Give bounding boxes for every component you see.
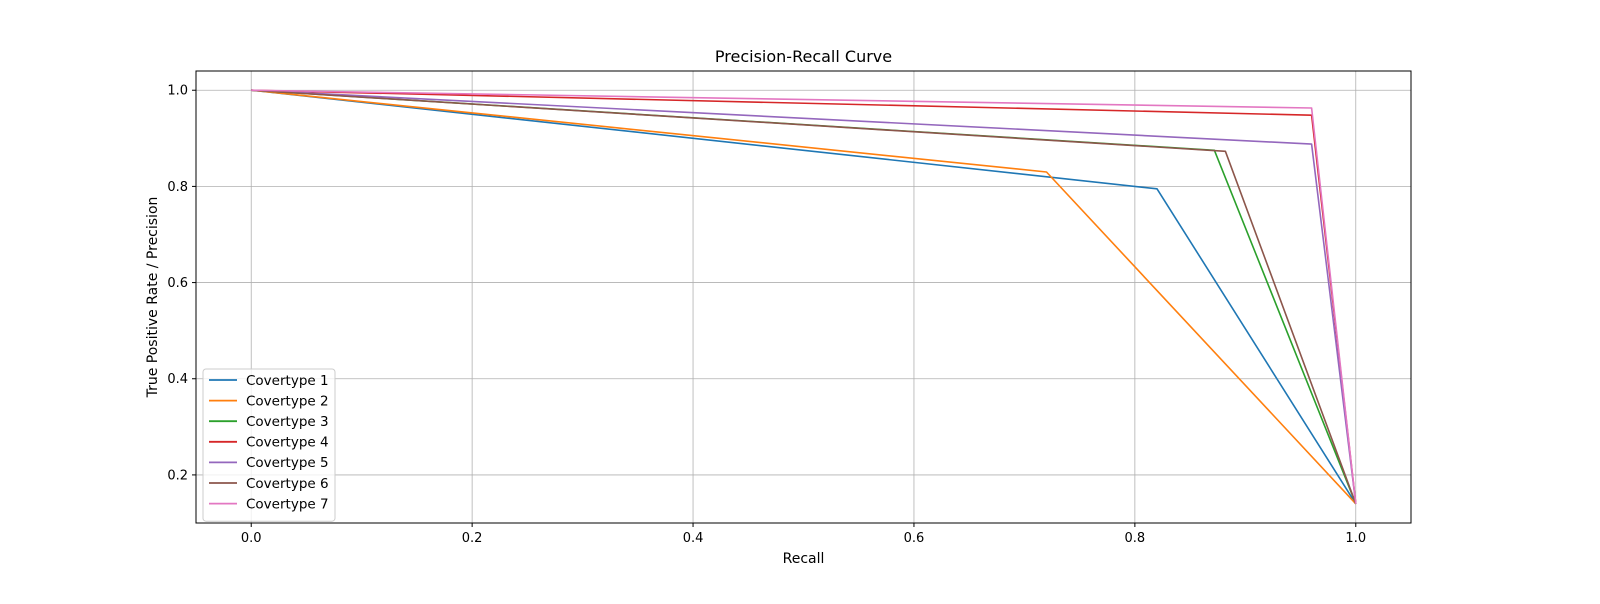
x-tick-label: 1.0 <box>1345 531 1366 546</box>
series-line-3 <box>251 89 1357 505</box>
legend-label-5: Covertype 5 <box>246 455 329 471</box>
series-line-6 <box>251 89 1357 505</box>
x-tick-label: 0.2 <box>462 531 483 546</box>
y-axis-ticks: 0.2 0.4 0.6 0.8 1.0 <box>167 84 196 483</box>
x-tick-label: 0.0 <box>241 531 262 546</box>
legend-label-2: Covertype 2 <box>246 393 329 409</box>
legend-label-7: Covertype 7 <box>246 496 329 512</box>
legend-label-4: Covertype 4 <box>246 435 329 451</box>
grid <box>196 71 1411 523</box>
x-tick-label: 0.8 <box>1125 531 1146 546</box>
y-tick-label: 1.0 <box>167 84 188 99</box>
series-line-1 <box>251 89 1357 505</box>
legend-label-1: Covertype 1 <box>246 373 329 389</box>
chart-title: Precision-Recall Curve <box>715 47 892 66</box>
y-axis-label: True Positive Rate / Precision <box>145 197 161 399</box>
x-tick-label: 0.4 <box>683 531 704 546</box>
y-tick-label: 0.4 <box>167 372 188 387</box>
legend-label-6: Covertype 6 <box>246 476 329 492</box>
legend: Covertype 1 Covertype 2 Covertype 3 Coverty… <box>202 368 336 522</box>
x-axis-ticks: 0.0 0.2 0.4 0.6 0.8 1.0 <box>241 523 1366 546</box>
series-lines <box>251 89 1357 505</box>
series-line-5 <box>251 89 1357 504</box>
series-line-7 <box>251 89 1357 504</box>
series-line-4 <box>251 89 1357 504</box>
legend-label-3: Covertype 3 <box>246 414 329 430</box>
y-tick-label: 0.2 <box>167 468 188 483</box>
y-tick-label: 0.6 <box>167 276 188 291</box>
x-tick-label: 0.6 <box>904 531 925 546</box>
y-tick-label: 0.8 <box>167 180 188 195</box>
plot-frame <box>195 70 1412 524</box>
series-line-2 <box>251 89 1357 505</box>
x-axis-label: Recall <box>783 551 825 567</box>
